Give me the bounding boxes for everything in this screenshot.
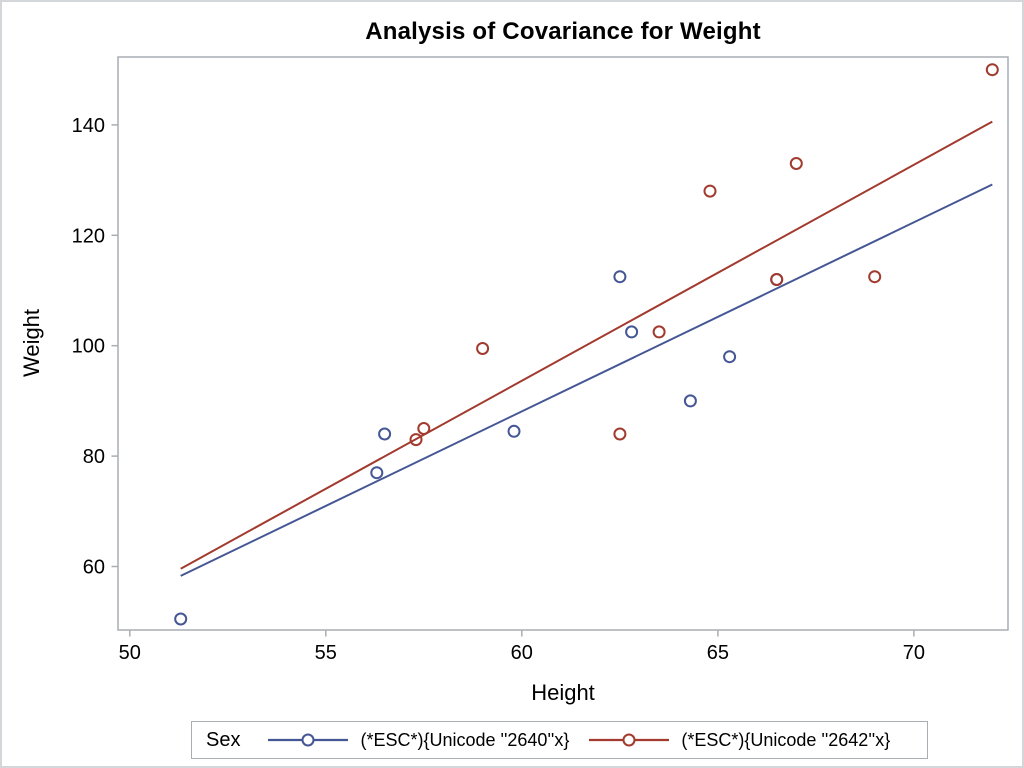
y-tick-label: 100 xyxy=(72,336,105,358)
scatter-point-female xyxy=(174,612,188,626)
y-tick-label: 140 xyxy=(72,115,105,137)
scatter-point-female xyxy=(370,466,384,480)
y-tick-label: 60 xyxy=(83,557,105,579)
x-axis-label: Height xyxy=(531,680,595,705)
fit-line-female xyxy=(180,183,993,577)
scatter-point-male xyxy=(868,270,882,284)
chart-title: Analysis of Covariance for Weight xyxy=(365,18,761,45)
legend-label-male: (*ESC*){Unicode ''2642''x} xyxy=(681,729,891,750)
scatter-point-female xyxy=(723,350,737,364)
y-axis-label: Weight xyxy=(19,308,44,378)
legend-label-female: (*ESC*){Unicode ''2640''x} xyxy=(360,729,570,750)
scatter-point-female xyxy=(625,325,639,339)
scatter-point-female xyxy=(378,427,392,441)
plot-frame xyxy=(117,56,1009,631)
x-tick-label: 70 xyxy=(903,642,925,664)
scatter-point-female xyxy=(507,424,521,438)
fit-line-male xyxy=(180,120,993,570)
legend-circle-female xyxy=(301,733,315,747)
x-tick-label: 50 xyxy=(119,642,141,664)
scatter-point-male xyxy=(789,157,803,170)
legend: Sex (*ESC*){Unicode ''2640''x} (*ESC*){U… xyxy=(191,721,928,759)
x-tick-label: 60 xyxy=(511,642,533,664)
scatter-point-male xyxy=(770,273,784,286)
male-series-marker-icon xyxy=(589,733,670,747)
legend-item-male: (*ESC*){Unicode ''2642''x} xyxy=(587,730,890,751)
legend-circle-male xyxy=(622,733,636,747)
x-tick-label: 65 xyxy=(707,642,729,664)
scatter-point-male xyxy=(409,433,423,447)
legend-item-female: (*ESC*){Unicode ''2640''x} xyxy=(266,730,569,751)
scatter-point-male xyxy=(476,342,490,355)
y-tick-label: 80 xyxy=(83,446,105,468)
y-tick-label: 120 xyxy=(72,225,105,247)
scatter-point-male xyxy=(613,427,627,441)
female-series-marker-icon xyxy=(268,733,349,747)
legend-title: Sex xyxy=(206,728,241,751)
x-tick-label: 55 xyxy=(315,642,337,664)
scatter-point-male xyxy=(703,184,717,198)
scatter-point-male xyxy=(985,63,999,77)
scatter-point-male xyxy=(652,325,666,339)
scatter-point-female xyxy=(613,270,627,284)
scatter-point-female xyxy=(683,394,697,408)
